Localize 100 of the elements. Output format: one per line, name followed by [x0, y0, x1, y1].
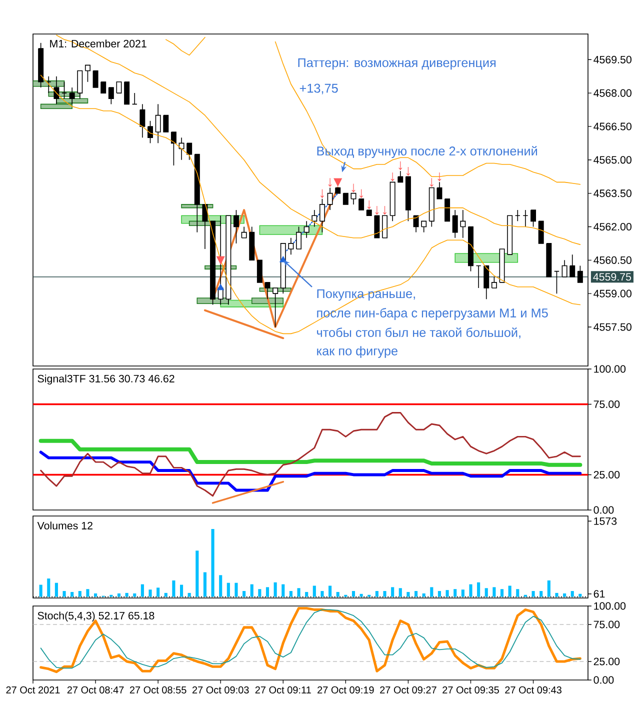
x-tick-label: 27 Oct 08:47: [67, 686, 124, 694]
annotation: чтобы стоп был не такой большой,: [317, 327, 520, 339]
y-tick-label: 4557.50: [594, 323, 632, 331]
x-tick-label: 27 Oct 08:55: [130, 686, 186, 694]
bar: [188, 592, 191, 597]
y-tick-label: 4566.50: [594, 122, 632, 130]
bar: [196, 550, 199, 597]
candlestick: [312, 210, 318, 228]
bar: [282, 584, 285, 597]
candlestick: [69, 87, 75, 105]
bar: [39, 584, 42, 597]
annotation: Покупка раньше,: [317, 289, 415, 301]
bar: [297, 588, 300, 597]
y-tick-label: 25.00: [594, 470, 620, 479]
bar: [117, 593, 121, 597]
y-tick-label: 4559.00: [594, 290, 632, 298]
bar: [516, 589, 520, 597]
chart-title: Volumes 12: [37, 522, 92, 530]
bar: [469, 584, 472, 597]
bar: [578, 594, 582, 597]
chart-title: Signal3TF 31.56 30.73 46.62: [38, 374, 174, 385]
annotation: ▼: [334, 178, 342, 187]
bar: [446, 590, 449, 597]
bar: [500, 589, 504, 597]
bar: [156, 588, 160, 597]
bar: [70, 592, 74, 597]
bar: [78, 591, 82, 597]
x-tick-label: 27 Oct 2021: [6, 686, 60, 694]
bar: [258, 589, 262, 597]
y-tick-label: 4569.50: [594, 56, 632, 64]
annotation: ↓: [328, 178, 332, 187]
bar: [438, 591, 442, 597]
y-tick-label: 100.00: [594, 602, 626, 610]
bar: [211, 528, 214, 597]
annotation: как по фигуре: [317, 346, 398, 358]
annotation: ↓: [360, 189, 364, 198]
y-tick-label: 75.00: [594, 400, 620, 408]
bar: [422, 593, 426, 597]
candlestick: [476, 265, 482, 288]
bar: [563, 593, 566, 597]
bar: [289, 591, 292, 597]
bar: [133, 593, 136, 597]
bar: [555, 592, 558, 597]
candlestick: [46, 76, 52, 94]
annotation: ↓: [367, 200, 371, 210]
y-tick-label: 0.00: [594, 506, 614, 514]
bar: [414, 591, 418, 597]
bar: [242, 591, 246, 597]
candlestick: [288, 237, 294, 255]
annotation: ↓: [375, 206, 379, 215]
bar: [406, 592, 410, 597]
y-tick-label: 4560.50: [594, 256, 632, 264]
bar: [547, 580, 550, 597]
bar: [86, 589, 90, 597]
annotation: ↓: [390, 172, 394, 182]
y-tick-label: 25.00: [594, 658, 620, 666]
candlestick: [132, 92, 138, 105]
candlestick: [514, 210, 520, 222]
y-tick-label: 4568.00: [594, 89, 632, 97]
bar: [47, 578, 50, 597]
bar: [148, 590, 152, 597]
bar: [454, 589, 457, 597]
candlestick: [554, 270, 560, 294]
x-tick-label: 27 Oct 09:43: [505, 686, 562, 694]
x-tick-label: 27 Oct 09:19: [318, 686, 374, 694]
candlestick: [54, 76, 60, 105]
y-tick-label: 4562.00: [594, 222, 632, 231]
chart-title: Stoch(5,4,3) 52.17 65.18: [38, 612, 154, 622]
candlestick: [460, 210, 466, 238]
bar: [94, 593, 98, 597]
bar: [180, 584, 184, 597]
bar: [461, 590, 464, 597]
candlestick: [62, 82, 68, 100]
annotation: ↓: [430, 178, 434, 187]
bar: [305, 592, 308, 597]
annotation: Паттерн: возможная дивергенция: [298, 58, 496, 70]
bar: [532, 591, 535, 597]
bar: [312, 586, 316, 597]
candlestick: [522, 210, 528, 228]
annotation: +13,75: [300, 84, 338, 94]
bar: [492, 587, 496, 597]
candlestick: [155, 104, 161, 144]
annotation: ↓: [398, 161, 402, 170]
bar: [62, 591, 66, 597]
annotation: ↓: [383, 206, 386, 215]
bar: [383, 591, 386, 597]
annotation: ↓: [406, 166, 410, 176]
bar: [336, 592, 340, 597]
ref-line-label: 4559.75: [593, 273, 632, 281]
x-tick-label: 27 Oct 09:11: [255, 686, 311, 694]
bar: [320, 591, 324, 597]
bar: [484, 588, 488, 597]
bar: [477, 582, 480, 597]
bar: [54, 582, 58, 597]
bar: [164, 592, 168, 597]
annotation: ↓: [320, 189, 324, 198]
bar: [398, 588, 402, 597]
bar: [250, 584, 254, 597]
y-tick-label: 75.00: [594, 620, 620, 628]
bar: [375, 591, 378, 597]
